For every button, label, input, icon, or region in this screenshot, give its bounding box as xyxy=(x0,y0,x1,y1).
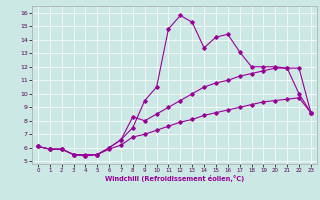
X-axis label: Windchill (Refroidissement éolien,°C): Windchill (Refroidissement éolien,°C) xyxy=(105,175,244,182)
